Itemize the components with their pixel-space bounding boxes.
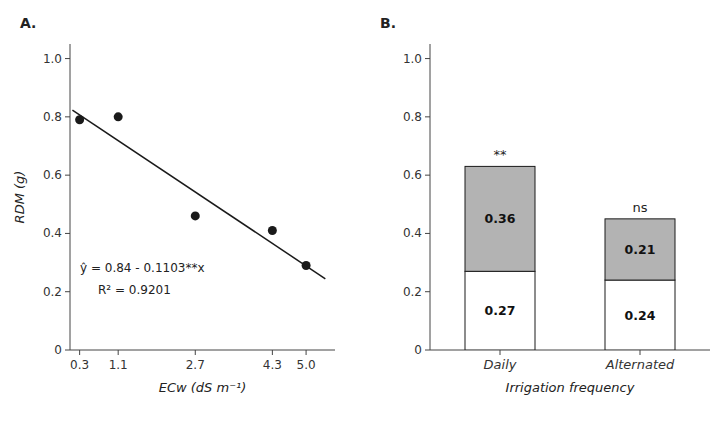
y-axis-line (70, 44, 71, 350)
x-tick (640, 350, 641, 355)
y-tick-label: 1.0 (403, 52, 422, 66)
equation-text: ŷ = 0.84 - 0.1103**x (80, 261, 205, 275)
y-tick-label: 0.6 (43, 168, 62, 182)
y-tick-label: 1.0 (43, 52, 62, 66)
figure: A.0.31.12.74.35.0ECw (dS m⁻¹)00.20.40.60… (0, 0, 726, 424)
fit-line (72, 110, 325, 279)
data-label: 0.36 (485, 211, 516, 226)
y-tick (425, 350, 430, 351)
y-tick-label: 0.6 (403, 168, 422, 182)
y-tick (425, 233, 430, 234)
scatter-point (114, 112, 123, 121)
x-tick (500, 350, 501, 355)
significance-label: ns (632, 200, 647, 215)
y-tick-label: 0 (54, 343, 62, 357)
y-tick-label: 0 (414, 343, 422, 357)
y-tick (65, 350, 70, 351)
y-axis-label: RDM (g) (12, 171, 27, 224)
x-tick-label: Daily (484, 357, 517, 372)
y-tick (425, 116, 430, 117)
x-tick-label: 0.3 (70, 358, 89, 372)
data-label: 0.21 (625, 242, 656, 257)
y-tick-label: 0.4 (403, 226, 422, 240)
panel-label: B. (380, 15, 396, 31)
y-tick-label: 0.2 (43, 285, 62, 299)
x-tick-label: Alternated (605, 357, 675, 372)
panel-label: A. (20, 15, 36, 31)
y-tick-label: 0.4 (43, 226, 62, 240)
x-tick (272, 350, 273, 355)
y-tick (65, 233, 70, 234)
y-tick-label: 0.8 (403, 110, 422, 124)
x-tick-label: 5.0 (297, 358, 316, 372)
x-tick (306, 350, 307, 355)
equation-text: R² = 0.9201 (98, 283, 171, 297)
scatter-point (268, 226, 277, 235)
x-tick (79, 350, 80, 355)
x-axis: 0.3 1.1 2.7 4.3 5.0 ECw (dS m⁻¹) (70, 350, 335, 395)
x-axis-label: Irrigation frequency (506, 380, 635, 395)
bar-segment (465, 166, 535, 271)
bar-segment (605, 280, 675, 350)
data-label: 0.24 (625, 308, 656, 323)
x-tick (195, 350, 196, 355)
data-label: 0.27 (485, 303, 516, 318)
plot-area (72, 110, 325, 279)
x-tick (118, 350, 119, 355)
y-tick (65, 291, 70, 292)
scatter-point (191, 211, 200, 220)
y-tick-label: 0.8 (43, 110, 62, 124)
significance-label: ** (494, 147, 508, 162)
bar-segment (465, 271, 535, 350)
y-tick (425, 58, 430, 59)
y-axis-line (430, 44, 431, 350)
labels: 0.27 0.24 0.36 0.21 ** ns (485, 147, 656, 322)
x-axis-line (70, 350, 335, 351)
y-axis: 0 0.2 0.4 0.6 0.8 1.0 (403, 44, 430, 357)
y-tick (425, 291, 430, 292)
x-tick-label: 2.7 (186, 358, 205, 372)
x-tick-label: 1.1 (109, 358, 128, 372)
y-tick-label: 0.2 (403, 285, 422, 299)
bar-segment (605, 219, 675, 280)
x-tick-label: 4.3 (263, 358, 282, 372)
y-tick (65, 58, 70, 59)
x-axis: Daily Alternated Irrigation frequency (430, 350, 710, 395)
y-tick (65, 116, 70, 117)
y-tick (65, 175, 70, 176)
y-axis: 0 0.2 0.4 0.6 0.8 1.0 RDM (g) (12, 44, 70, 357)
plot-area (465, 166, 675, 350)
y-tick (425, 175, 430, 176)
x-axis-label: ECw (dS m⁻¹) (159, 380, 247, 395)
